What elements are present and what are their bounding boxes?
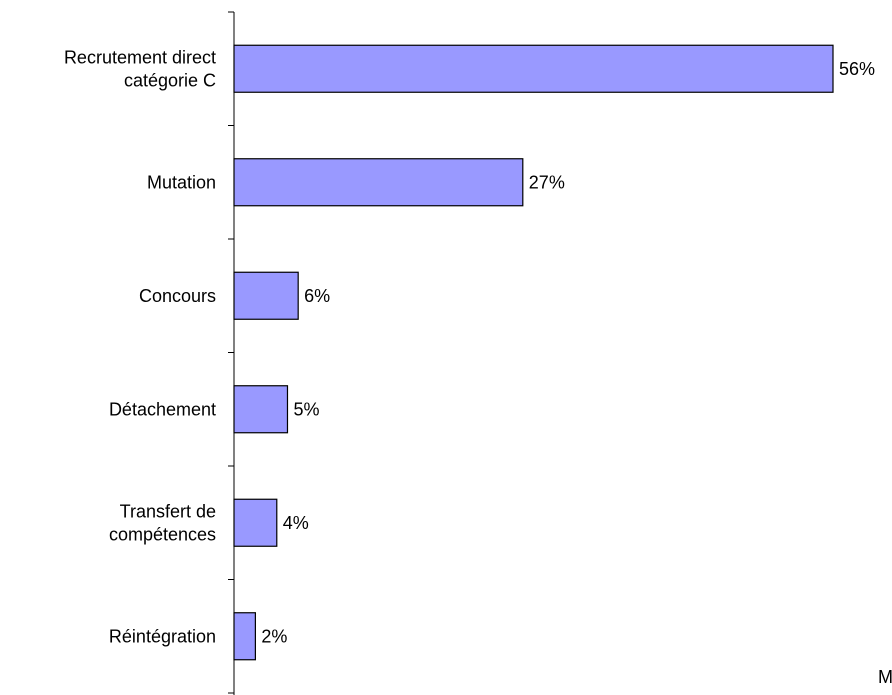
- labels-group: 56% Recrutement direct catégorie C 27% Mutat…: [64, 47, 875, 646]
- category-label-0: Recrutement direct catégorie C: [64, 47, 216, 90]
- value-label-4: 4%: [283, 513, 309, 533]
- bar-5: [233, 612, 256, 661]
- bars-group: [233, 44, 834, 661]
- bar-2: [233, 271, 299, 320]
- value-label-0: 56%: [839, 59, 875, 79]
- corner-note: M: [878, 667, 892, 687]
- category-label-3: Détachement: [109, 399, 216, 419]
- category-label-1: Mutation: [147, 172, 216, 192]
- value-label-3: 5%: [293, 399, 319, 419]
- bar-3: [233, 385, 289, 434]
- bar-0: [233, 44, 834, 93]
- category-label-2: Concours: [139, 286, 216, 306]
- value-label-2: 6%: [304, 286, 330, 306]
- bar-1: [233, 158, 524, 207]
- category-label-5: Réintégration: [109, 626, 216, 646]
- category-axis-group: [228, 11, 235, 695]
- value-label-1: 27%: [529, 172, 565, 192]
- bar-4: [233, 498, 278, 547]
- category-label-4: Transfert de compétences: [109, 501, 216, 544]
- value-label-5: 2%: [261, 626, 287, 646]
